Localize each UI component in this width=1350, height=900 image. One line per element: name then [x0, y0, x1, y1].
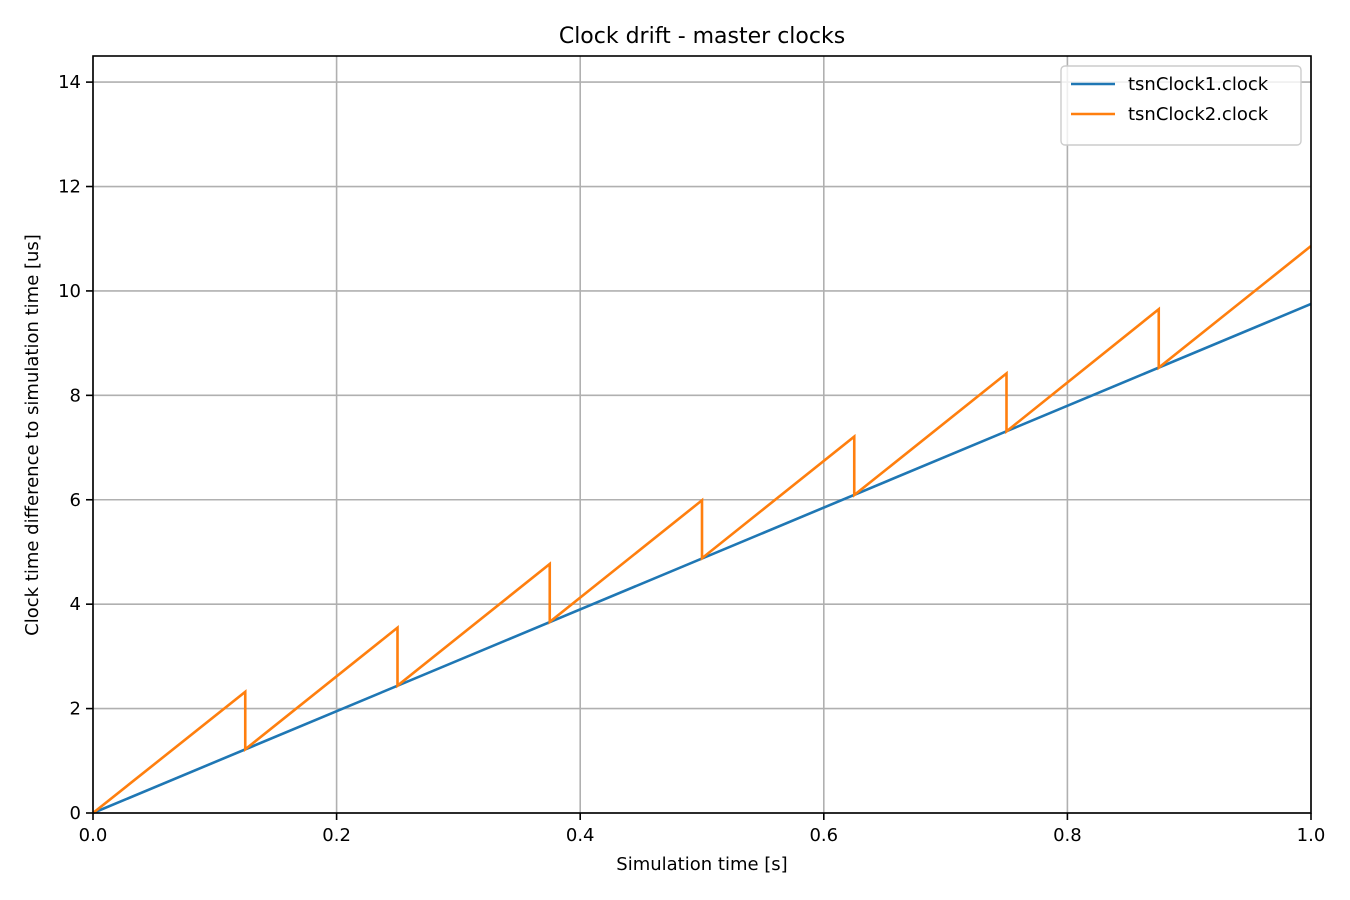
x-tick-label: 1.0	[1297, 825, 1326, 846]
y-tick-label: 10	[58, 281, 81, 302]
x-tick-label: 0.0	[79, 825, 108, 846]
legend-label: tsnClock2.clock	[1128, 104, 1269, 125]
x-tick-label: 0.6	[809, 825, 838, 846]
x-tick-label: 0.8	[1053, 825, 1082, 846]
x-tick-label: 0.2	[322, 825, 351, 846]
y-tick-label: 8	[70, 385, 81, 406]
axis-ticks: 0.0 0.2 0.4 0.6 0.8 1.0 0 2 4 6 8 10 12 14	[58, 72, 1325, 846]
y-tick-label: 6	[70, 490, 81, 511]
plot-frame	[92, 55, 1312, 814]
y-tick-label: 2	[70, 699, 81, 720]
x-tick-label: 0.4	[566, 825, 595, 846]
y-axis-title: Clock time difference to simulation time…	[22, 234, 43, 636]
legend-box	[1060, 65, 1302, 146]
legend-label: tsnClock1.clock	[1128, 74, 1269, 95]
y-tick-label: 0	[70, 803, 81, 824]
series-layer	[92, 245, 1312, 815]
x-axis-title: Simulation time [s]	[616, 854, 787, 875]
y-tick-label: 4	[70, 594, 81, 615]
y-tick-label: 12	[58, 177, 81, 198]
y-tick-label: 14	[58, 72, 81, 93]
legend: tsnClock1.clock tsnClock2.clock	[1060, 65, 1302, 146]
series-line-2	[92, 245, 1312, 815]
chart-title: Clock drift - master clocks	[559, 24, 845, 49]
